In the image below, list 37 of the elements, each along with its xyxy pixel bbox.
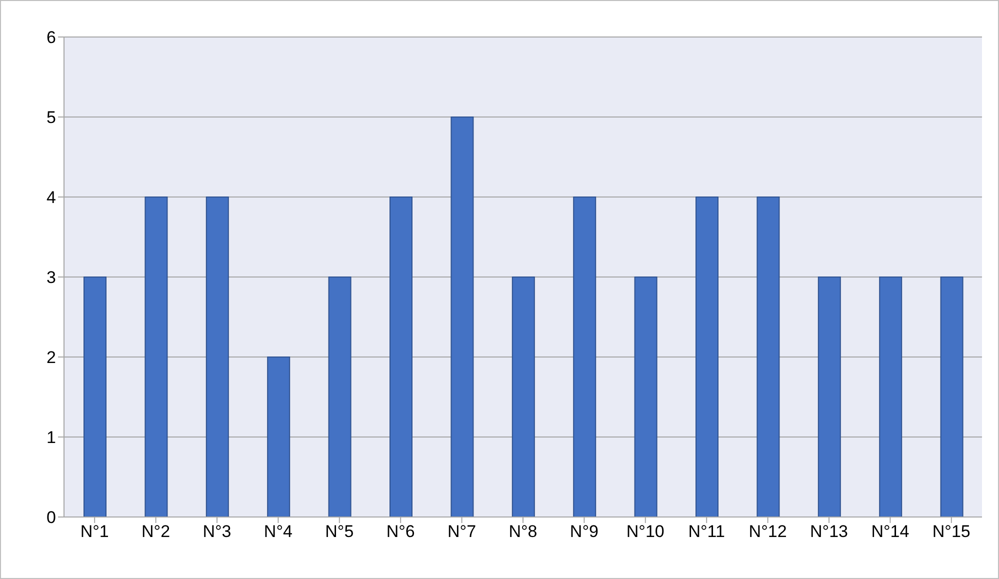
bar	[267, 356, 290, 517]
x-tick-label: N°8	[508, 522, 538, 542]
x-tick-label: N°10	[626, 522, 664, 542]
bar	[84, 276, 106, 517]
y-tick-label: 6	[46, 28, 56, 48]
x-tick-label: N°14	[871, 522, 910, 542]
x-tick-label: N°2	[142, 522, 170, 542]
x-tick-label: N°7	[448, 522, 476, 542]
x-tick-label: N°12	[748, 522, 787, 542]
bar	[144, 196, 168, 517]
x-tick-label: N°11	[688, 522, 725, 542]
y-tick-label: 2	[46, 348, 56, 368]
bar	[573, 196, 596, 517]
y-tick-label: 4	[46, 188, 56, 208]
x-tick-label: N°1	[80, 522, 109, 542]
bar	[818, 276, 841, 517]
x-tick-label: N°4	[264, 522, 292, 542]
bar	[634, 276, 658, 517]
bar	[879, 276, 902, 517]
x-tick-label: N°5	[325, 522, 354, 542]
x-tick-label: N°13	[810, 522, 848, 542]
y-tick-label: 5	[46, 108, 56, 128]
bar	[390, 196, 412, 517]
bar	[512, 276, 535, 517]
bar	[206, 196, 229, 517]
x-tick-label: N°3	[202, 522, 232, 542]
bar	[696, 196, 718, 517]
y-tick-label: 0	[46, 508, 56, 528]
x-tick-label: N°15	[932, 522, 970, 542]
x-tick-label: N°6	[386, 522, 415, 542]
y-tick-label: 3	[46, 268, 56, 288]
y-tick-label: 1	[46, 428, 56, 448]
bar	[940, 276, 964, 517]
bar	[450, 116, 474, 517]
x-tick-label: N°9	[570, 522, 598, 542]
bar	[328, 276, 352, 517]
bar	[756, 196, 780, 517]
